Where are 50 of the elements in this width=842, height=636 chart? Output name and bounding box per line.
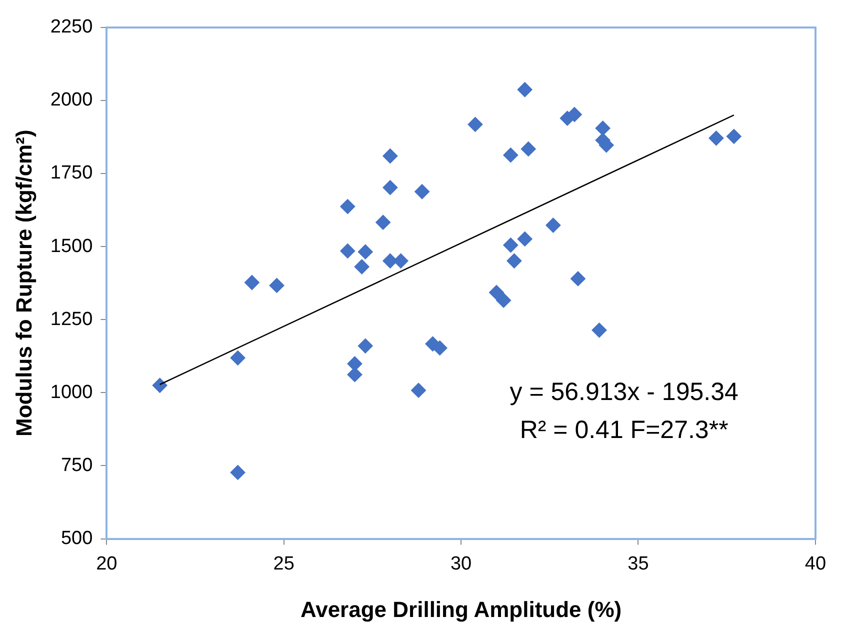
point: [506, 253, 522, 268]
point: [708, 130, 724, 146]
x-tick-label: 35: [628, 553, 649, 574]
point: [152, 378, 168, 393]
point: [503, 238, 518, 253]
point: [517, 231, 532, 246]
x-tick-label: 20: [96, 553, 118, 574]
x-tick-label: 30: [450, 553, 472, 574]
point: [230, 464, 246, 480]
point: [347, 356, 362, 372]
x-axis-title: Average Drilling Amplitude (%): [300, 596, 622, 622]
y-tick-label: 2000: [50, 90, 93, 111]
point: [358, 338, 373, 354]
point: [595, 120, 610, 136]
point: [347, 367, 362, 382]
point: [592, 322, 607, 338]
point: [570, 271, 586, 286]
x-tick-label: 25: [273, 553, 294, 574]
point: [517, 82, 532, 98]
point: [726, 128, 742, 144]
point: [382, 148, 398, 164]
point: [468, 116, 483, 132]
point: [432, 340, 448, 356]
point: [230, 350, 246, 366]
y-tick-label: 2250: [50, 16, 93, 38]
y-tick-label: 1250: [50, 308, 93, 330]
x-tick-label: 40: [804, 553, 826, 574]
point: [340, 243, 356, 258]
point: [546, 218, 561, 233]
y-tick-label: 500: [60, 528, 93, 550]
point: [340, 199, 356, 214]
annotation: y = 56.913x - 195.34: [510, 378, 738, 406]
y-tick-label: 1000: [50, 382, 93, 403]
y-tick-label: 750: [60, 454, 93, 476]
point: [414, 184, 430, 200]
point: [496, 292, 512, 308]
y-tick-label: 1500: [50, 236, 93, 257]
point: [376, 214, 391, 230]
y-axis-title: Modulus fo Rupture (kgf/cm²): [11, 130, 36, 436]
annotation: R² = 0.41 F=27.3**: [520, 416, 729, 444]
point: [358, 244, 373, 260]
point: [503, 148, 518, 163]
point: [354, 259, 370, 274]
point: [411, 382, 426, 398]
point: [269, 278, 284, 293]
y-tick-label: 1750: [50, 162, 93, 184]
point: [382, 180, 398, 196]
point: [520, 141, 536, 156]
point: [244, 275, 260, 290]
point: [488, 284, 504, 300]
